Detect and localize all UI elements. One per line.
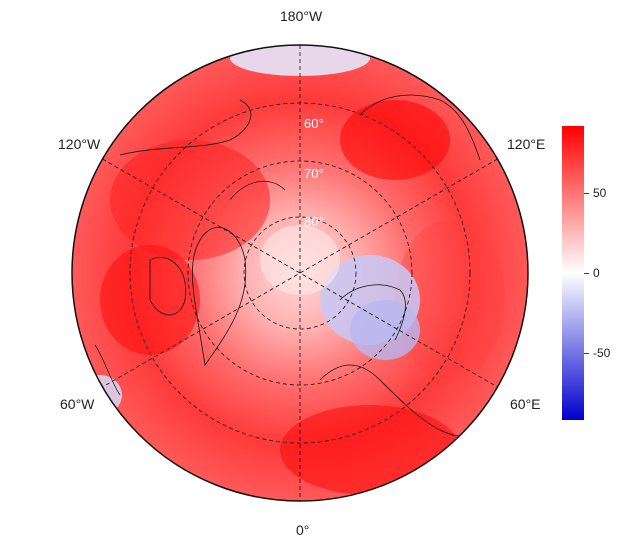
colorbar-tick-0: 0: [593, 266, 600, 280]
lon-label-60e: 60°E: [510, 396, 541, 412]
colorbar-tickmark: [584, 353, 589, 354]
lat-label-60: 60°: [304, 116, 324, 131]
lon-label-60w: 60°W: [60, 396, 95, 412]
lon-label-120w: 120°W: [58, 136, 101, 152]
lat-label-70: 70°: [304, 166, 324, 181]
lon-label-180w: 180°W: [280, 8, 323, 24]
map-boundary: [71, 44, 529, 502]
colorbar-tickmark: [584, 273, 589, 274]
lon-label-120e: 120°E: [507, 136, 546, 152]
colorbar-tickmark: [584, 193, 589, 194]
lat-label-80: 80°: [304, 214, 324, 229]
graticule: [102, 45, 498, 501]
colorbar: [562, 126, 584, 420]
colorbar-tick-minus-50: -50: [593, 346, 611, 360]
lon-label-0: 0°: [296, 522, 310, 538]
colorbar-tick-50: 50: [593, 186, 607, 200]
